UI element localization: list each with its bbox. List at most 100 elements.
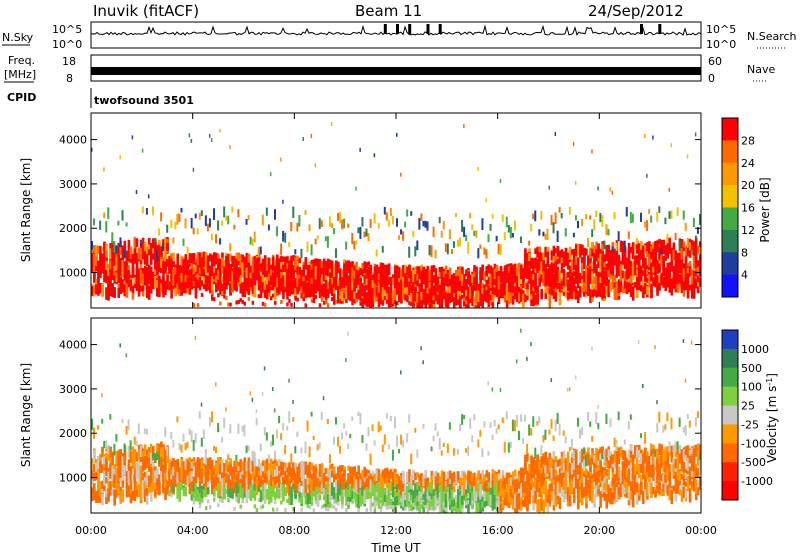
scatter-cell [137,484,141,497]
scatter-cell [385,281,389,293]
scatter-cell [597,271,600,279]
scatter-cell [436,294,440,302]
scatter-cell [367,281,371,293]
scatter-cell [404,293,407,301]
scatter-cell [276,267,279,278]
scatter-cell [231,206,234,213]
scatter-cell [353,291,356,305]
scatter-cell [328,279,332,294]
scatter-cell [601,243,604,252]
scatter-cell [613,274,617,284]
scatter-cell [290,302,293,307]
scatter-cell [698,260,701,275]
scatter-cell [304,303,307,308]
scatter-cell [271,273,275,286]
scatter-cell [581,218,584,227]
scatter-cell [131,135,134,140]
scatter-cell [284,264,287,273]
scatter-cell [365,269,369,279]
scatter-cell [237,423,240,434]
scatter-cell [477,287,480,302]
scatter-cell [135,238,139,247]
scatter-cell [389,481,393,491]
scatter-cell [611,249,615,263]
scatter-cell [684,222,687,232]
scatter-cell [143,266,147,277]
scatter-cell [239,482,243,498]
scatter-cell [609,249,613,260]
scatter-cell [381,444,384,453]
scatter-cell [375,469,379,482]
scatter-cell [253,231,256,243]
scatter-cell [391,493,395,502]
scatter-cell [145,449,149,462]
scatter-cell [511,292,515,305]
scatter-cell [406,471,409,484]
cpid-label: CPID [7,91,36,104]
scatter-cell [121,456,125,466]
scatter-cell [263,427,266,436]
scatter-cell [363,468,367,478]
scatter-cell [271,258,275,267]
scatter-cell [330,122,333,127]
scatter-cell [609,259,613,271]
scatter-cell [208,457,212,465]
scatter-cell [442,481,446,492]
scatter-cell [184,271,188,283]
scatter-cell [597,186,599,191]
scatter-cell [145,255,149,267]
scatter-cell [265,270,269,281]
scatter-cell [534,210,537,222]
scatter-cell [117,452,121,465]
scatter-cell [188,464,192,474]
scatter-cell [548,278,552,288]
scatter-cell [267,292,271,297]
scatter-cell [314,266,318,280]
scatter-cell [184,282,188,294]
scatter-cell [147,475,151,481]
scatter-cell [308,224,311,232]
scatter-cell [225,272,228,286]
scatter-cell [95,289,98,295]
scatter-cell [361,469,365,479]
scatter-cell [682,210,685,220]
scatter-cell [607,259,611,271]
scatter-cell [396,218,398,227]
scatter-cell [424,478,428,487]
scatter-cell [271,484,275,497]
scatter-cell [546,285,550,295]
scatter-cell [513,292,517,300]
scatter-cell [200,210,203,216]
scatter-cell [257,266,261,273]
scatter-cell [117,220,120,226]
scatter-cell [337,487,340,502]
scatter-cell [288,481,291,496]
scatter-cell [91,479,94,486]
scatter-cell [379,489,383,495]
scatter-cell [635,270,639,285]
scatter-cell [400,434,403,445]
scatter-cell [239,504,242,509]
scatter-cell [186,283,190,294]
scatter-cell [670,247,674,254]
scatter-cell [375,249,378,257]
scatter-cell [105,458,108,466]
scatter-cell [152,206,154,216]
scatter-cell [587,282,590,292]
scatter-cell [448,267,452,280]
scatter-cell [182,470,186,477]
scatter-cell [532,282,535,288]
scatter-cell [369,453,372,466]
scatter-cell [95,279,98,285]
scatter-cell [526,285,529,296]
scatter-cell [210,233,213,241]
scatter-cell [304,499,307,504]
scatter-cell [385,487,389,499]
scatter-cell [182,272,186,286]
scatter-cell [204,449,207,461]
scatter-cell [298,498,301,503]
scatter-cell [178,442,181,450]
scatter-cell [396,477,399,485]
scatter-cell [369,492,373,499]
scatter-cell [269,441,272,447]
